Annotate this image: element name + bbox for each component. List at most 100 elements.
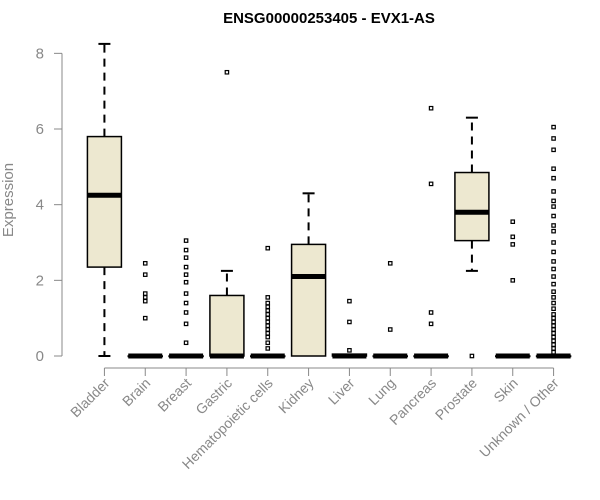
box-liver (331, 298, 368, 359)
boxes-group (86, 42, 572, 359)
box-unknown-other (535, 124, 572, 359)
outlier-point (510, 234, 516, 240)
outlier-point (183, 255, 189, 260)
outlier-point (428, 310, 434, 315)
outlier-point (551, 312, 556, 317)
outlier-point (265, 327, 271, 332)
outlier-point (428, 321, 434, 327)
outlier-point (551, 124, 556, 130)
outlier-point (347, 348, 352, 353)
outlier-point (551, 240, 556, 245)
outlier-point (265, 340, 271, 346)
outlier-point (551, 315, 556, 321)
outlier-point (551, 295, 556, 300)
outlier-point (551, 213, 556, 219)
outlier-point (387, 327, 393, 332)
box-gastric (209, 69, 245, 359)
outlier-point (142, 295, 148, 300)
chart-title: ENSG00000253405 - EVX1-AS (223, 10, 435, 27)
outlier-point (551, 189, 556, 194)
box-skin (495, 219, 531, 359)
outlier-point (265, 308, 271, 313)
outlier-point (551, 259, 556, 264)
outlier-point (551, 274, 556, 279)
outlier-point (183, 238, 189, 243)
iqr-box (86, 135, 123, 268)
outlier-point (551, 166, 556, 172)
outlier-point (551, 319, 556, 325)
outlier-point (551, 349, 556, 355)
outlier-point (510, 242, 516, 247)
outlier-point (183, 340, 189, 346)
outlier-point (551, 204, 556, 209)
outlier-point (510, 219, 516, 224)
iqr-box (290, 243, 327, 357)
outlier-point (469, 353, 475, 359)
outlier-point (265, 334, 271, 340)
box-hematopoietic-cells (250, 245, 286, 359)
outlier-point (387, 261, 393, 266)
outlier-point (551, 342, 556, 347)
outlier-point (142, 298, 148, 304)
outlier-point (551, 223, 556, 228)
outlier-point (265, 315, 271, 321)
box-lung (372, 261, 408, 359)
outlier-point (428, 105, 434, 111)
outlier-point (265, 245, 271, 251)
outlier-point (265, 331, 271, 336)
outlier-point (347, 319, 352, 325)
outlier-point (265, 300, 271, 306)
outlier-point (142, 315, 148, 321)
outlier-point (183, 291, 189, 296)
x-category-label: Brain (119, 375, 153, 409)
outlier-point (551, 331, 556, 336)
outlier-point (551, 228, 556, 234)
outlier-point (551, 334, 556, 340)
outlier-point (551, 338, 556, 344)
outlier-point (142, 272, 148, 277)
outlier-point (551, 136, 556, 141)
outlier-point (183, 279, 189, 285)
outlier-point (551, 289, 556, 294)
outlier-point (551, 300, 556, 306)
outlier-point (551, 346, 556, 351)
outlier-point (510, 278, 516, 283)
y-axis-label: Expression (0, 163, 17, 237)
outlier-point (551, 147, 556, 153)
x-category-label: Kidney (275, 375, 317, 417)
box-prostate (454, 116, 490, 359)
outlier-point (265, 295, 271, 300)
outlier-point (551, 281, 556, 287)
outlier-point (183, 272, 189, 277)
box-breast (168, 238, 204, 359)
y-tick-label: 4 (36, 197, 44, 214)
outlier-point (551, 175, 556, 181)
iqr-box (454, 171, 490, 242)
outlier-point (265, 304, 271, 310)
outlier-point (551, 327, 556, 332)
outlier-point (265, 323, 271, 329)
outlier-point (551, 249, 556, 255)
iqr-box (209, 294, 245, 357)
y-tick-label: 2 (36, 272, 44, 289)
outlier-point (183, 247, 189, 253)
box-pancreas (413, 105, 449, 359)
y-tick-label: 0 (36, 348, 44, 365)
outlier-point (347, 298, 352, 304)
outlier-point (551, 306, 556, 312)
outlier-point (265, 346, 271, 351)
outlier-point (551, 198, 556, 204)
x-category-label: Skin (490, 375, 521, 406)
x-category-label: Liver (325, 375, 358, 408)
x-category-label: Bladder (67, 375, 113, 421)
outlier-point (142, 261, 148, 266)
outlier-point (183, 300, 189, 306)
x-category-label: Breast (154, 375, 194, 415)
outlier-point (551, 323, 556, 329)
outlier-point (265, 319, 271, 325)
outlier-point (224, 69, 230, 75)
outlier-point (142, 291, 148, 296)
box-kidney (290, 192, 327, 357)
outlier-point (551, 266, 556, 272)
